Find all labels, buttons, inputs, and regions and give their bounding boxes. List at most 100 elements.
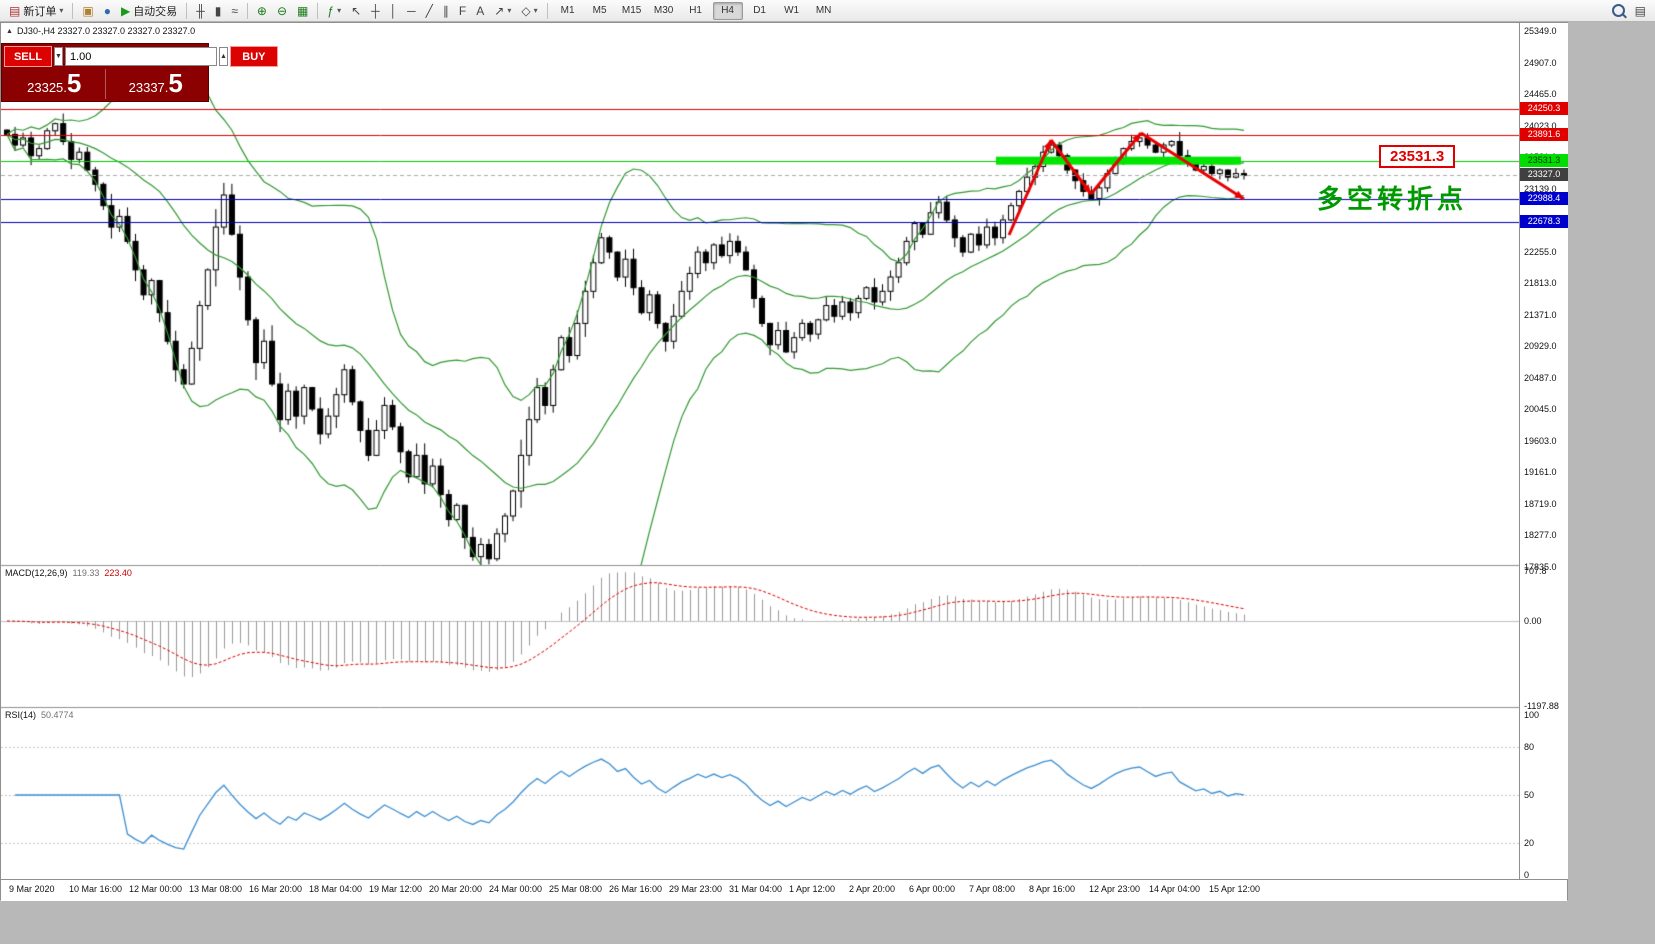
toolbar-separator	[246, 2, 248, 19]
price-chart-canvas[interactable]	[1, 23, 1519, 879]
date-axis-label: 12 Apr 23:00	[1089, 884, 1141, 894]
line-chart-icon: ≈	[231, 3, 238, 18]
tab-timeframe-D1[interactable]: D1	[753, 5, 766, 16]
toolbar-crosshair-button[interactable]: ┼	[366, 1, 385, 21]
sell-price-main: 23325.	[27, 80, 67, 95]
zoom-in-icon: ⊕	[256, 3, 267, 18]
date-axis-label: 8 Apr 16:00	[1029, 884, 1076, 894]
toolbar-profiles-button[interactable]: ●	[99, 1, 116, 21]
toolbar-cursor-button[interactable]: ↖	[346, 1, 366, 21]
toolbar-autotrading-button[interactable]: ▶ 自动交易	[116, 1, 182, 21]
toolbar-chart-list-button[interactable]: ▣	[77, 1, 98, 21]
shapes-icon: ◇	[521, 3, 531, 18]
horizontal-line-icon: ─	[407, 3, 416, 18]
chart-collapse-arrow-icon[interactable]: ▲	[6, 27, 13, 35]
toolbar-candle-chart-button[interactable]: ▮	[210, 1, 227, 21]
toolbar-new-order-button[interactable]: ▤ 新订单 ▾	[4, 1, 68, 21]
price-axis-label: 24907.0	[1524, 57, 1557, 68]
date-axis-label: 18 Mar 04:00	[309, 884, 363, 894]
tab-timeframe-M1[interactable]: M1	[560, 5, 575, 16]
date-axis-label: 13 Mar 08:00	[189, 884, 243, 894]
buy-price-big-digit: 5	[168, 68, 183, 98]
rsi-axis-label: 100	[1524, 710, 1540, 720]
fibonacci-icon: F	[458, 3, 467, 18]
toolbar-tile-windows-button[interactable]: ▦	[292, 1, 313, 21]
toolbar-zoom-in-button[interactable]: ⊕	[252, 1, 272, 21]
tab-timeframe-H4[interactable]: H4	[712, 1, 743, 20]
time-axis: 9 Mar 2020 10 Mar 16:00 12 Mar 00:00 13 Mar…	[1, 879, 1567, 901]
toolbar-fibonacci-button[interactable]: F	[454, 1, 471, 21]
toolbar-vertical-line-button[interactable]: │	[385, 1, 403, 21]
rsi-pane-label: RSI(14) 50.4774	[5, 710, 74, 720]
toolbar-shapes-button[interactable]: ◇ ▾	[516, 1, 542, 21]
macd-axis-label: 707.8	[1524, 566, 1547, 576]
profiles-icon: ●	[103, 3, 111, 18]
toolbar-horizontal-line-button[interactable]: ─	[402, 1, 421, 21]
date-axis-label: 16 Mar 20:00	[249, 884, 303, 894]
volume-input[interactable]	[64, 47, 217, 66]
one-click-trading-panel: SELL ▼ ▲ BUY 23325. 5 23337. 5	[1, 43, 278, 102]
tab-timeframe-M5[interactable]: M5	[592, 5, 607, 16]
price-axis-label: 19161.0	[1524, 467, 1557, 478]
sell-price[interactable]: 23325. 5	[4, 69, 105, 99]
toolbar-bar-chart-button[interactable]: ╫	[191, 1, 210, 21]
rsi-axis-label: 50	[1524, 790, 1535, 800]
search-icon-handle	[1621, 13, 1627, 19]
date-axis-label: 25 Mar 08:00	[549, 884, 603, 894]
date-axis-label: 7 Apr 08:00	[969, 884, 1016, 894]
macd-title: MACD(12,26,9)	[5, 568, 68, 578]
price-axis-label: 24023.0	[1524, 120, 1557, 131]
price-axis-label: 18277.0	[1524, 530, 1557, 541]
volume-decrease-button[interactable]: ▼	[54, 47, 63, 66]
pivot-point-annotation-text[interactable]: 多空转折点	[1317, 185, 1468, 214]
price-axis-label: 17835.0	[1524, 562, 1557, 572]
price-axis-label: 22255.0	[1524, 246, 1557, 257]
tab-timeframe-M15[interactable]: M15	[621, 5, 642, 16]
toolbar-text-button[interactable]: A	[471, 1, 489, 21]
cursor-icon: ↖	[351, 3, 362, 18]
date-axis-label: 31 Mar 04:00	[729, 884, 783, 894]
price-axis-badge: 23531.3	[1520, 153, 1568, 167]
toolbar-window-list-button[interactable]: ▤	[1630, 1, 1651, 21]
text-icon: A	[476, 3, 485, 18]
toolbar-trendline-button[interactable]: ╱	[421, 1, 438, 21]
toolbar-search-button[interactable]	[1607, 1, 1630, 21]
buy-button[interactable]: BUY	[229, 46, 278, 67]
rsi-axis-label: 20	[1524, 838, 1535, 848]
chart-window: ▲ DJ30-,H4 23327.0 23327.0 23327.0 23327…	[0, 22, 1568, 901]
toolbar-zoom-out-button[interactable]: ⊖	[272, 1, 292, 21]
price-level-annotation-box[interactable]: 23531.3	[1379, 145, 1456, 168]
price-axis-label: 21813.0	[1524, 278, 1557, 289]
tab-timeframe-H1[interactable]: H1	[689, 5, 702, 16]
equidistant-channel-icon: ∥	[442, 3, 449, 18]
date-axis-label: 6 Apr 00:00	[909, 884, 956, 894]
toolbar-separator	[186, 2, 188, 19]
toolbar-separator	[72, 2, 74, 19]
macd-axis-label: 0.00	[1524, 616, 1542, 626]
toolbar-line-chart-button[interactable]: ≈	[226, 1, 243, 21]
volume-increase-button[interactable]: ▲	[218, 47, 228, 66]
window-list-icon: ▤	[1634, 3, 1646, 18]
buy-price[interactable]: 23337. 5	[104, 68, 207, 99]
toolbar-separator	[546, 2, 548, 19]
dropdown-arrow-icon: ▾	[507, 6, 512, 15]
tab-timeframe-W1[interactable]: W1	[784, 5, 800, 16]
new-order-label: 新订单	[23, 5, 57, 18]
price-axis: 25349.024907.024465.024023.023581.023139…	[1519, 23, 1568, 880]
bar-chart-icon: ╫	[196, 3, 205, 18]
price-axis-label: 25349.0	[1524, 26, 1557, 36]
chart-ohlc-header: ▲ DJ30-,H4 23327.0 23327.0 23327.0 23327…	[6, 26, 195, 36]
sell-button[interactable]: SELL	[4, 46, 52, 67]
tab-timeframe-M30[interactable]: M30	[653, 5, 674, 16]
price-axis-badge: 22988.4	[1520, 192, 1568, 206]
toolbar-indicators-button[interactable]: ƒ ▾	[322, 1, 346, 21]
toolbar-equidistant-channel-button[interactable]: ∥	[438, 1, 454, 21]
toolbar-arrows-button[interactable]: ↗ ▾	[489, 1, 516, 21]
candle-chart-icon: ▮	[214, 3, 222, 18]
zoom-out-icon: ⊖	[276, 3, 288, 18]
symbol-ohlc-text: DJ30-,H4 23327.0 23327.0 23327.0 23327.0	[16, 26, 196, 36]
tab-timeframe-MN[interactable]: MN	[815, 5, 832, 16]
toolbar-separator	[317, 2, 319, 19]
chart-list-icon: ▣	[82, 3, 94, 18]
